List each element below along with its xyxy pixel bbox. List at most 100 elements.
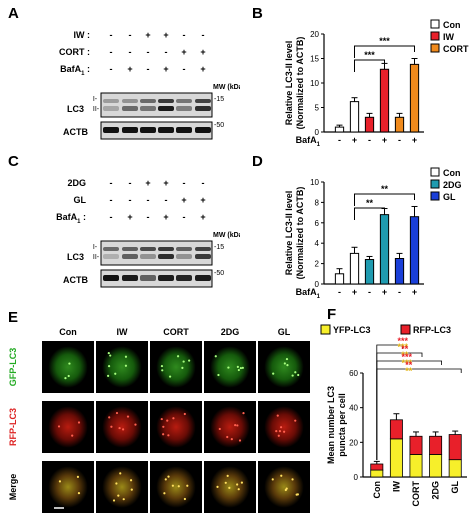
puncta xyxy=(291,478,294,481)
x-axis-label: BafA1 xyxy=(296,287,321,300)
legend-swatch xyxy=(430,19,440,29)
y-tick-label: 8 xyxy=(315,198,320,207)
puncta xyxy=(160,417,163,421)
bar xyxy=(334,273,345,285)
puncta xyxy=(285,357,289,361)
puncta xyxy=(218,427,221,431)
x-tick: Con xyxy=(372,481,382,499)
treatment-sign: - xyxy=(202,178,205,188)
lc3-i-band xyxy=(195,247,211,251)
actb-band xyxy=(176,275,192,281)
legend-label: YFP-LC3 xyxy=(333,325,371,335)
puncta xyxy=(237,488,240,491)
treatment-sign: + xyxy=(163,30,168,40)
treatment-sign: + xyxy=(200,195,205,205)
puncta xyxy=(58,480,62,483)
puncta xyxy=(276,414,279,417)
puncta xyxy=(186,484,189,487)
puncta xyxy=(183,497,186,501)
puncta xyxy=(294,371,297,374)
x-tick-label: + xyxy=(352,287,357,297)
treatment-sign: + xyxy=(163,212,168,222)
significance-yellow: ** xyxy=(405,366,413,376)
treatment-label-c-1: GL xyxy=(74,195,87,205)
lc3-ii-mark: II- xyxy=(93,254,100,261)
puncta xyxy=(77,421,81,424)
mw-15: -15 xyxy=(214,244,224,251)
puncta xyxy=(67,374,70,378)
puncta xyxy=(122,428,125,431)
puncta xyxy=(183,412,186,416)
row-label-text: Merge xyxy=(8,474,18,501)
bar-yfp xyxy=(389,438,403,478)
puncta xyxy=(161,369,164,372)
bar-yfp xyxy=(370,469,384,478)
lc3-i-band xyxy=(195,99,211,103)
bar xyxy=(379,214,390,285)
panel-letter-e: E xyxy=(8,309,18,326)
panel-a-figure: A IW : - - + + - - CORT : - - - - + + BafA1 : - + - + - + MW … xyxy=(8,5,240,140)
puncta xyxy=(181,366,184,369)
puncta xyxy=(124,355,128,358)
y-tick-label: 6 xyxy=(315,219,320,228)
lc3-blot xyxy=(100,92,213,118)
y-tick-label: 0 xyxy=(315,128,320,137)
puncta xyxy=(291,374,294,377)
lc3-i-band xyxy=(122,99,138,103)
treatment-label-a-2: BafA1 : xyxy=(60,64,90,77)
bar-yfp xyxy=(448,459,462,478)
y-tick-label: 15 xyxy=(310,55,319,64)
puncta xyxy=(115,411,119,415)
significance-red: *** xyxy=(398,336,409,346)
treatment-sign: - xyxy=(147,195,150,205)
puncta xyxy=(228,486,231,489)
treatment-sign: - xyxy=(110,47,113,57)
x-tick-label: 2DG xyxy=(431,481,441,500)
column-label: GL xyxy=(278,327,291,337)
cell-body xyxy=(156,406,196,448)
cell-body xyxy=(210,346,250,388)
puncta xyxy=(176,355,180,358)
significance-bracket xyxy=(376,368,462,460)
actb-band xyxy=(195,127,211,133)
puncta xyxy=(162,425,165,428)
y-tick-label: 10 xyxy=(310,178,319,187)
puncta xyxy=(224,481,227,484)
treatment-sign: + xyxy=(127,64,132,74)
puncta xyxy=(236,483,239,486)
puncta xyxy=(226,474,229,477)
mw-15: -15 xyxy=(214,96,224,103)
panel-letter-a: A xyxy=(8,5,19,22)
puncta xyxy=(271,478,274,481)
x-tick-label: - xyxy=(398,287,401,297)
lc3-i-band xyxy=(158,99,174,103)
column-label: 2DG xyxy=(221,327,240,337)
row-label: GFP-LC3 xyxy=(8,348,18,387)
puncta xyxy=(236,365,239,368)
puncta xyxy=(108,416,111,419)
puncta xyxy=(77,492,81,495)
mw-label: MW (kDa) xyxy=(213,232,240,239)
row-label: RFP-LC3 xyxy=(8,408,18,446)
x-tick-label: CORT xyxy=(411,481,421,507)
puncta xyxy=(115,482,118,485)
cell-body xyxy=(102,466,142,508)
puncta xyxy=(117,494,120,497)
cell-body xyxy=(210,406,250,448)
lc3-ii-mark: II- xyxy=(93,106,100,113)
puncta xyxy=(234,423,237,427)
puncta xyxy=(167,434,170,437)
actb-band xyxy=(158,127,174,133)
lc3-blot xyxy=(100,240,213,266)
lc3-i-band xyxy=(176,99,192,103)
puncta xyxy=(109,354,112,357)
puncta xyxy=(64,377,67,380)
treatment-sign: + xyxy=(145,30,150,40)
puncta xyxy=(107,374,110,377)
x-tick-label: IW xyxy=(391,480,401,492)
lc3-i-mark: I- xyxy=(93,244,98,251)
puncta xyxy=(226,435,229,439)
panel-c-figure: C 2DG - - + + - - GL - - - - + + BafA1 : - + - + - + MW (kDa)… xyxy=(8,153,240,288)
puncta xyxy=(277,434,280,437)
bar xyxy=(349,101,360,133)
